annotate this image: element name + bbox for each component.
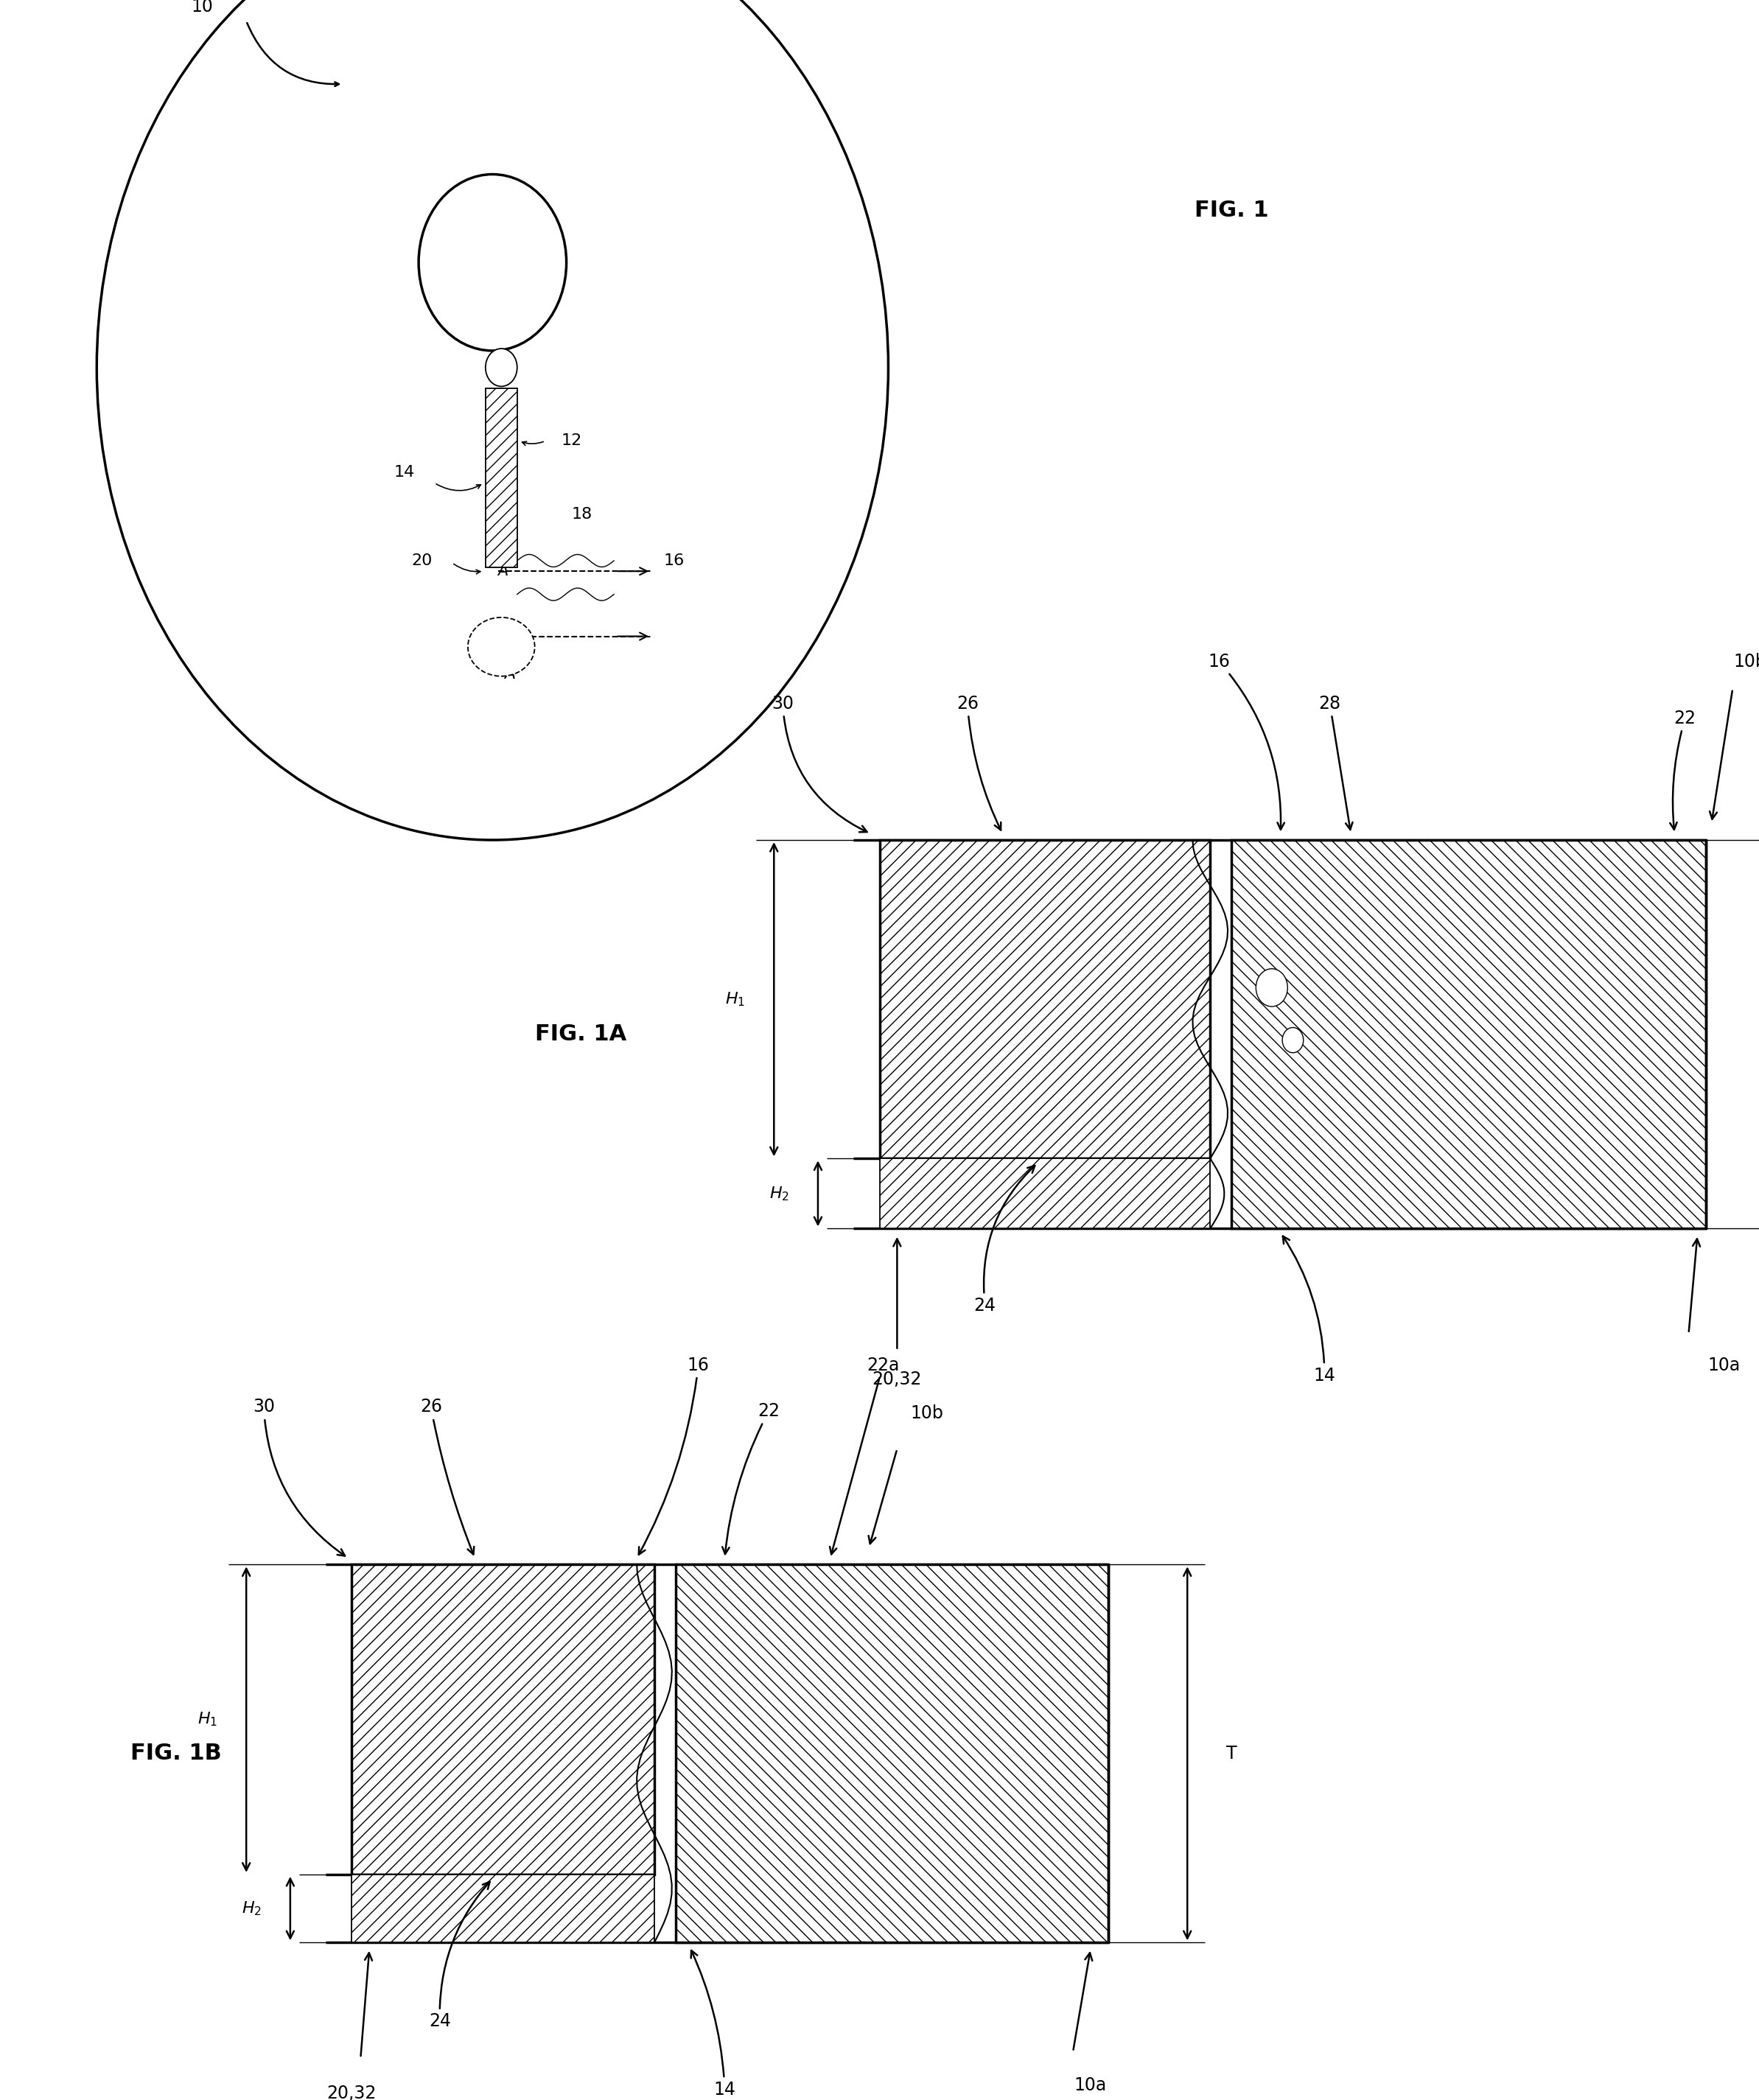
- Circle shape: [1282, 1027, 1303, 1052]
- Text: 22: 22: [723, 1403, 779, 1554]
- Text: 14: 14: [1282, 1237, 1335, 1384]
- Text: FIG. 1B: FIG. 1B: [130, 1743, 222, 1764]
- Text: A: A: [505, 666, 515, 682]
- Text: FIG. 1: FIG. 1: [1194, 200, 1268, 220]
- Text: 26: 26: [420, 1399, 475, 1554]
- Text: 24: 24: [974, 1166, 1034, 1315]
- Text: FIG. 1A: FIG. 1A: [535, 1023, 626, 1046]
- Text: $H_2$: $H_2$: [241, 1900, 262, 1917]
- Text: 10a: 10a: [1075, 2077, 1106, 2094]
- Text: 10a: 10a: [1708, 1357, 1740, 1373]
- Bar: [1231, 840, 1706, 1228]
- Text: 20: 20: [412, 552, 433, 569]
- Text: 22a: 22a: [830, 1357, 899, 1554]
- Circle shape: [1256, 968, 1288, 1006]
- Text: 16: 16: [663, 552, 684, 569]
- Text: 16: 16: [639, 1357, 709, 1554]
- Text: 22: 22: [1669, 710, 1696, 830]
- Text: $H_1$: $H_1$: [725, 991, 746, 1008]
- Text: 16: 16: [1208, 653, 1284, 830]
- Text: 10b: 10b: [1734, 653, 1759, 670]
- Text: 14: 14: [394, 464, 415, 481]
- Text: 10: 10: [192, 0, 213, 15]
- Text: 20,32: 20,32: [327, 2085, 376, 2100]
- Text: 30: 30: [253, 1399, 345, 1556]
- Text: T: T: [1226, 1745, 1237, 1762]
- Ellipse shape: [468, 617, 535, 676]
- Text: A: A: [498, 563, 508, 580]
- Text: 28: 28: [1319, 695, 1353, 830]
- Bar: [879, 840, 1210, 1159]
- Text: 20,32: 20,32: [872, 1371, 922, 1388]
- Text: 10b: 10b: [911, 1405, 943, 1422]
- Bar: [675, 1564, 1108, 1942]
- Bar: [879, 1159, 1210, 1228]
- Text: 26: 26: [957, 695, 1001, 830]
- Text: 30: 30: [772, 695, 867, 832]
- Text: 18: 18: [572, 506, 593, 523]
- Bar: [352, 1875, 654, 1943]
- Circle shape: [485, 349, 517, 386]
- Text: 14: 14: [691, 1951, 735, 2098]
- Text: 24: 24: [429, 1882, 489, 2031]
- Bar: [485, 388, 517, 567]
- Text: $H_2$: $H_2$: [769, 1184, 790, 1201]
- Text: 12: 12: [561, 433, 582, 449]
- Bar: [352, 1564, 654, 1875]
- Text: $H_1$: $H_1$: [197, 1712, 218, 1728]
